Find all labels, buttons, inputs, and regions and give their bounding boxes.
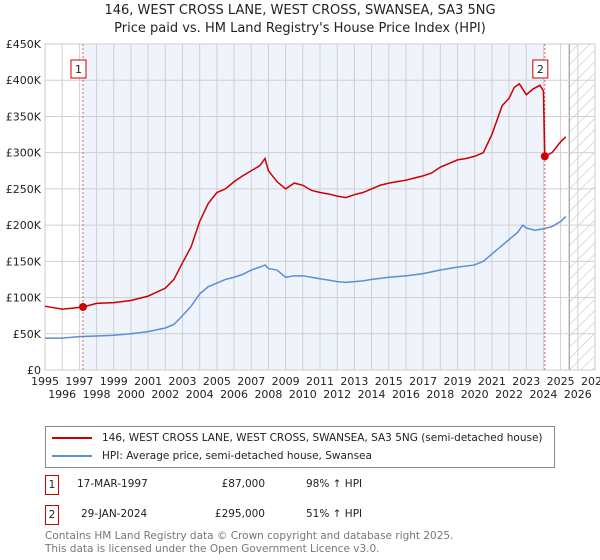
legend-label: HPI: Average price, semi-detached house,… <box>102 450 372 462</box>
legend-blue-line <box>52 455 92 457</box>
x-tick-label: 2002 <box>151 388 179 401</box>
plot-border <box>44 43 596 371</box>
x-tick-label: 2008 <box>254 388 282 401</box>
y-tick-label: £350K <box>6 110 42 123</box>
transaction-badge: 2 <box>45 505 59 525</box>
x-tick-label: 2026 <box>564 388 592 401</box>
transaction-price: £295,000 <box>214 508 265 520</box>
x-tick-label: 2024 <box>529 388 557 401</box>
footer-licence: This data is licensed under the Open Gov… <box>45 543 380 555</box>
chart-legend: 146, WEST CROSS LANE, WEST CROSS, SWANSE… <box>45 426 555 468</box>
y-tick-label: £150K <box>6 255 42 268</box>
x-tick-label: 2013 <box>340 375 368 388</box>
x-tick-label: 2020 <box>461 388 489 401</box>
y-tick-label: £400K <box>6 74 42 87</box>
chart-title: 146, WEST CROSS LANE, WEST CROSS, SWANSE… <box>104 3 496 18</box>
y-tick-label: £300K <box>6 147 42 160</box>
y-tick-label: £0 <box>27 364 41 377</box>
legend-item-property: 146, WEST CROSS LANE, WEST CROSS, SWANSE… <box>46 430 543 446</box>
x-tick-label: 2000 <box>117 388 145 401</box>
chart-subtitle: Price paid vs. HM Land Registry's House … <box>114 21 486 36</box>
x-tick-label: 2017 <box>409 375 437 388</box>
x-tick-label: 2016 <box>392 388 420 401</box>
footer-copyright: Contains HM Land Registry data © Crown c… <box>45 530 454 542</box>
x-tick-label: 2006 <box>220 388 248 401</box>
x-tick-label: 2018 <box>426 388 454 401</box>
x-tick-label: 2022 <box>495 388 523 401</box>
y-tick-label: £450K <box>6 38 42 51</box>
x-tick-label: 2001 <box>134 375 162 388</box>
price-chart: 1995199619971998199920002001200220032004… <box>6 38 600 401</box>
x-tick-label: 2021 <box>478 375 506 388</box>
x-tick-label: 2023 <box>512 375 540 388</box>
transaction-badge: 1 <box>45 475 59 495</box>
legend-red-line <box>52 437 92 439</box>
x-tick-label: 2014 <box>358 388 386 401</box>
x-tick-label: 2010 <box>289 388 317 401</box>
transaction-date: 17-MAR-1997 <box>77 478 148 490</box>
x-tick-label: 2004 <box>186 388 214 401</box>
marker-badge <box>70 59 87 79</box>
x-tick-label: 2011 <box>306 375 334 388</box>
transaction-price: £87,000 <box>221 478 265 490</box>
y-tick-label: £250K <box>6 183 42 196</box>
ownership-shaded-region <box>82 44 545 370</box>
x-tick-label: 2007 <box>237 375 265 388</box>
property-price-line <box>44 82 567 310</box>
x-tick-label: 2025 <box>547 375 575 388</box>
forecast-hatch-region <box>569 44 595 370</box>
x-tick-label: 2009 <box>272 375 300 388</box>
legend-item-hpi: HPI: Average price, semi-detached house,… <box>46 448 372 464</box>
x-tick-label: 1997 <box>65 375 93 388</box>
marker-badge-label: 2 <box>537 63 544 76</box>
x-tick-label: 2027 <box>581 375 600 388</box>
marker-badge-label: 1 <box>75 63 82 76</box>
y-tick-label: £50K <box>13 328 42 341</box>
legend-label: 146, WEST CROSS LANE, WEST CROSS, SWANSE… <box>102 432 543 444</box>
sale-point <box>78 302 87 311</box>
transaction-hpi: 98% ↑ HPI <box>306 478 363 490</box>
x-tick-label: 1995 <box>31 375 59 388</box>
x-tick-label: 1999 <box>100 375 128 388</box>
x-tick-label: 2015 <box>375 375 403 388</box>
hpi-line <box>45 215 567 339</box>
transaction-hpi: 51% ↑ HPI <box>306 508 363 520</box>
x-tick-label: 2012 <box>323 388 351 401</box>
x-tick-label: 2019 <box>444 375 472 388</box>
marker-badge <box>532 59 549 79</box>
y-tick-label: £100K <box>6 292 42 305</box>
x-tick-label: 2005 <box>203 375 231 388</box>
x-tick-label: 1996 <box>48 388 76 401</box>
sale-point <box>540 152 549 161</box>
transaction-date: 29-JAN-2024 <box>81 508 148 520</box>
x-tick-label: 2003 <box>169 375 197 388</box>
y-tick-label: £200K <box>6 219 42 232</box>
x-tick-label: 1998 <box>83 388 111 401</box>
